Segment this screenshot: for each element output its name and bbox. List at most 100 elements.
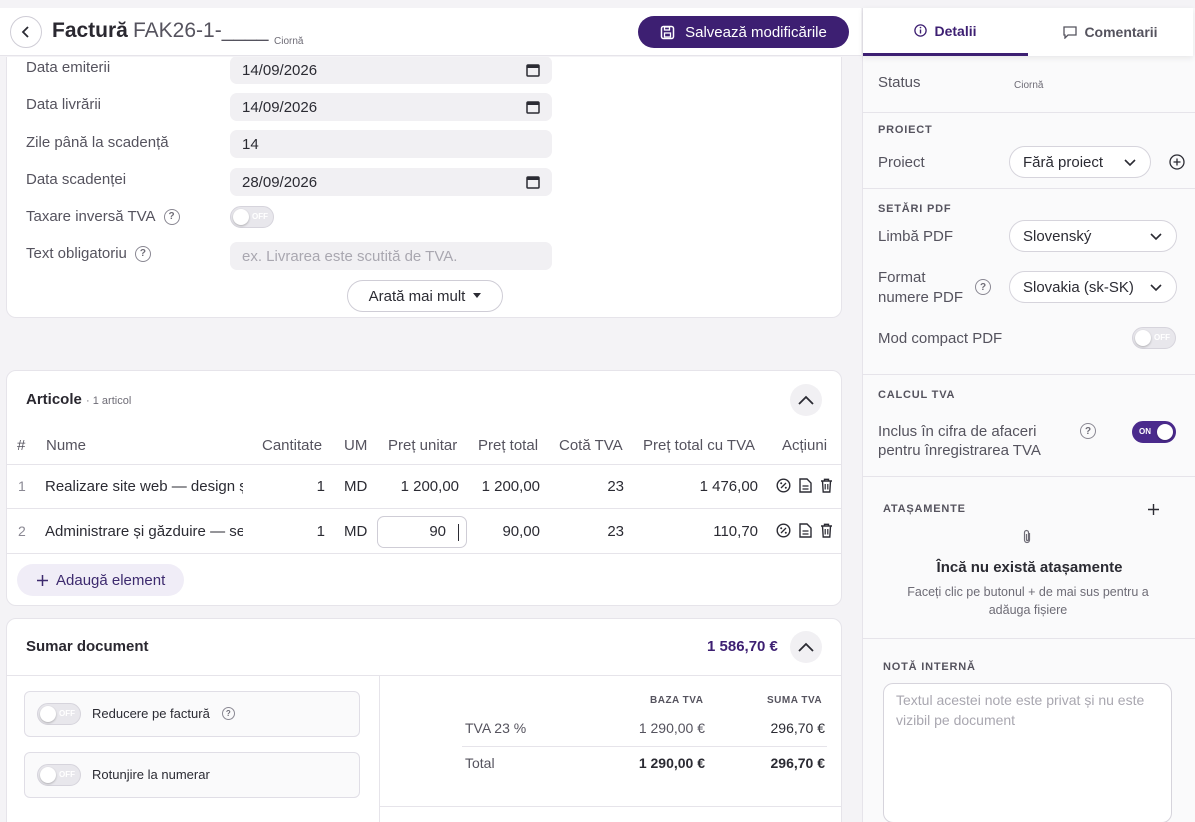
items-title-row: Articole · 1 articol bbox=[26, 391, 131, 408]
summary-collapse-button[interactable] bbox=[790, 631, 822, 663]
pdf-caption: SETĂRI PDF bbox=[878, 203, 952, 215]
text-caret bbox=[458, 524, 459, 541]
show-more-label: Arată mai mult bbox=[368, 287, 466, 305]
rounding-label: Rotunjire la numerar bbox=[92, 767, 210, 782]
col-unit: UM bbox=[344, 437, 368, 454]
tab-comments[interactable]: Comentarii bbox=[1028, 8, 1193, 56]
item-vat-rate[interactable]: 23 bbox=[607, 523, 624, 540]
toggle-knob bbox=[1135, 330, 1151, 346]
chevron-down-icon bbox=[1150, 284, 1162, 292]
reverse-vat-toggle[interactable]: OFF bbox=[230, 206, 274, 228]
add-item-button[interactable]: Adaugă element bbox=[17, 564, 184, 596]
help-icon[interactable]: ? bbox=[975, 279, 991, 295]
reverse-vat-label: Taxare inversă TVA bbox=[26, 208, 156, 225]
days-due-label: Zile până la scadență bbox=[26, 134, 169, 151]
chevron-down-icon bbox=[1124, 159, 1136, 167]
tab-details[interactable]: Detalii bbox=[863, 8, 1028, 56]
status-badge: Ciornă bbox=[274, 36, 304, 47]
unit-price-input[interactable]: 90 bbox=[377, 516, 467, 548]
pdf-format-label: Format bbox=[878, 269, 926, 286]
trash-icon[interactable] bbox=[820, 523, 833, 538]
due-date-input[interactable]: 28/09/2026 bbox=[230, 168, 552, 196]
discount-label: Reducere pe factură bbox=[92, 706, 210, 721]
pdf-format-value: Slovakia (sk-SK) bbox=[1023, 278, 1134, 296]
discount-icon[interactable] bbox=[776, 478, 791, 493]
main-content: Data emiterii 14/09/2026 Data livrării 1… bbox=[0, 57, 861, 822]
calendar-icon[interactable] bbox=[526, 63, 540, 77]
item-name[interactable]: Realizare site web — design ș bbox=[45, 478, 243, 495]
help-icon[interactable]: ? bbox=[1080, 423, 1096, 439]
item-quantity[interactable]: 1 bbox=[316, 478, 325, 495]
items-collapse-button[interactable] bbox=[790, 384, 822, 416]
pdf-format-select[interactable]: Slovakia (sk-SK) bbox=[1009, 271, 1177, 303]
chevron-up-icon bbox=[798, 395, 814, 405]
mandatory-text-placeholder: ex. Livrarea este scutită de TVA. bbox=[242, 247, 458, 265]
save-button[interactable]: Salvează modificările bbox=[638, 16, 849, 48]
help-icon[interactable]: ? bbox=[221, 707, 235, 720]
pdf-format-label-2: numere PDF bbox=[878, 289, 964, 306]
divider bbox=[7, 464, 841, 465]
summary-card: Sumar document 1 586,70 € OFF Reducere p… bbox=[6, 618, 842, 822]
item-unit[interactable]: MD bbox=[344, 523, 368, 540]
status-label: Status bbox=[878, 74, 921, 91]
project-select[interactable]: Fără proiect bbox=[1009, 146, 1151, 178]
item-name[interactable]: Administrare și găzduire — se bbox=[45, 523, 243, 540]
calendar-icon[interactable] bbox=[526, 175, 540, 189]
document-icon[interactable] bbox=[799, 478, 812, 493]
items-count: · 1 articol bbox=[86, 395, 132, 407]
help-icon[interactable]: ? bbox=[163, 208, 180, 225]
comment-icon bbox=[1063, 25, 1078, 39]
item-vat-rate[interactable]: 23 bbox=[607, 478, 624, 495]
show-more-button[interactable]: Arată mai mult bbox=[347, 280, 503, 312]
toggle-knob bbox=[40, 767, 56, 783]
plus-icon[interactable] bbox=[1148, 504, 1159, 515]
document-icon[interactable] bbox=[799, 523, 812, 538]
vat-turnover-label-2: pentru înregistrarea TVA bbox=[878, 442, 1041, 459]
row-actions bbox=[776, 523, 833, 538]
add-circle-icon[interactable] bbox=[1169, 154, 1185, 170]
project-section: PROIECT Proiect Fără proiect bbox=[863, 113, 1195, 189]
page-title: Factură bbox=[52, 19, 128, 42]
vat-turnover-toggle[interactable]: ON bbox=[1132, 421, 1176, 443]
divider bbox=[7, 675, 841, 676]
divider bbox=[379, 675, 380, 822]
pdf-language-value: Slovenský bbox=[1023, 227, 1092, 245]
internal-note-caption: NOTĂ INTERNĂ bbox=[883, 661, 976, 673]
pdf-language-label: Limbă PDF bbox=[878, 228, 954, 245]
delivery-date-input[interactable]: 14/09/2026 bbox=[230, 93, 552, 121]
discount-icon[interactable] bbox=[776, 523, 791, 538]
panel-tabs: Detalii Comentarii bbox=[863, 8, 1193, 56]
calendar-icon[interactable] bbox=[526, 100, 540, 114]
col-index: # bbox=[17, 437, 26, 454]
items-card: Articole · 1 articol # Nume Cantitate UM… bbox=[6, 370, 842, 606]
mandatory-text-label: Text obligatoriu bbox=[26, 245, 127, 262]
item-total-vat: 110,70 bbox=[713, 523, 758, 540]
mandatory-text-input[interactable]: ex. Livrarea este scutită de TVA. bbox=[230, 242, 552, 270]
days-due-input[interactable]: 14 bbox=[230, 130, 552, 158]
row-index: 2 bbox=[18, 523, 26, 539]
help-icon[interactable]: ? bbox=[134, 245, 151, 262]
pdf-language-select[interactable]: Slovenský bbox=[1009, 220, 1177, 252]
trash-icon[interactable] bbox=[820, 478, 833, 493]
caret-down-icon bbox=[473, 293, 482, 298]
summary-title: Sumar document bbox=[26, 638, 149, 655]
chevron-left-icon bbox=[21, 26, 29, 38]
item-unit[interactable]: MD bbox=[344, 478, 368, 495]
attachments-empty-subtitle: Faceți clic pe butonul + de mai sus pent… bbox=[907, 585, 1149, 617]
toggle-state: OFF bbox=[59, 770, 75, 779]
internal-note-textarea[interactable]: Textul acestei note este privat și nu es… bbox=[883, 683, 1172, 822]
item-unit-price[interactable]: 1 200,00 bbox=[400, 478, 459, 495]
add-item-label: Adaugă element bbox=[56, 571, 166, 589]
item-quantity[interactable]: 1 bbox=[316, 523, 325, 540]
chevron-up-icon bbox=[798, 642, 814, 652]
col-unit-price: Preț unitar bbox=[388, 437, 458, 454]
back-button[interactable] bbox=[10, 16, 42, 48]
top-bar: Factură FAK26-1-____ Ciornă Salvează mod… bbox=[0, 8, 861, 56]
issue-date-input[interactable]: 14/09/2026 bbox=[230, 57, 552, 84]
pdf-settings-section: SETĂRI PDF Limbă PDF Slovenský Format nu… bbox=[863, 189, 1195, 375]
delivery-date-value: 14/09/2026 bbox=[242, 98, 318, 116]
pdf-compact-toggle[interactable]: OFF bbox=[1132, 327, 1176, 349]
rounding-toggle[interactable]: OFF bbox=[37, 764, 81, 786]
discount-toggle[interactable]: OFF bbox=[37, 703, 81, 725]
col-total-vat: Preț total cu TVA bbox=[643, 437, 755, 454]
